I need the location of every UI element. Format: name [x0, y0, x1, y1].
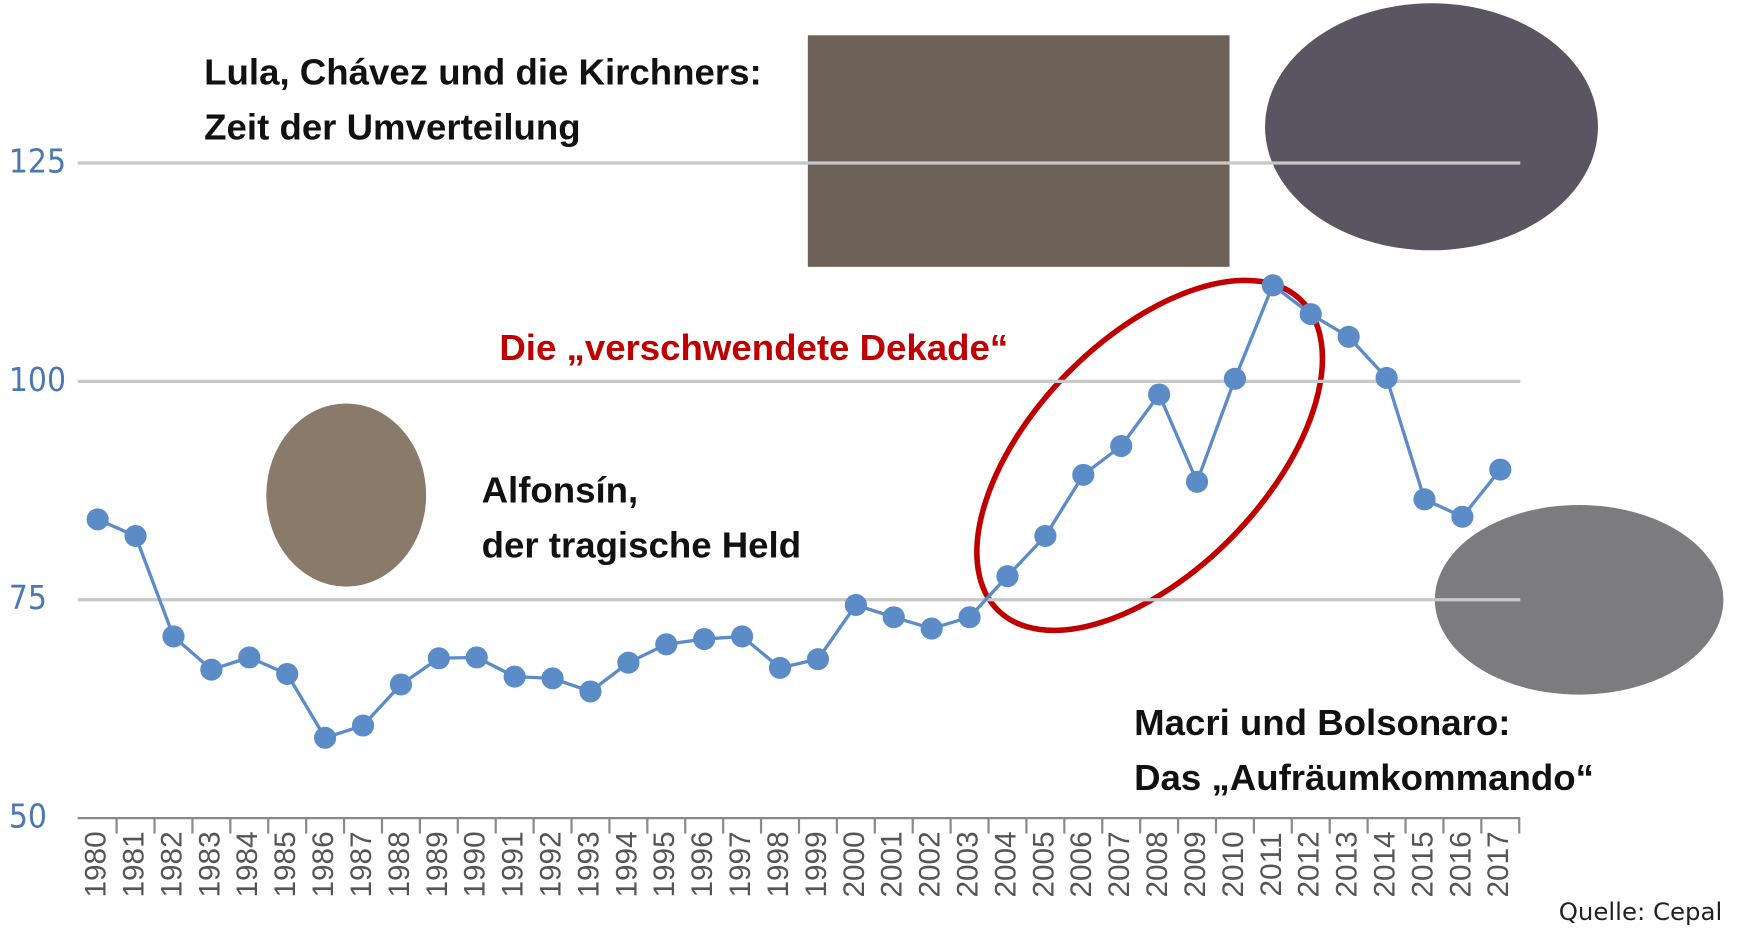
data-point: [86, 508, 109, 531]
x-tick-label: 1982: [155, 831, 188, 897]
data-point: [124, 524, 147, 548]
y-tick-label: 100: [9, 360, 66, 399]
data-point: [655, 633, 678, 656]
x-tick-label: 1999: [800, 831, 833, 897]
y-tick-label: 125: [9, 142, 66, 181]
data-point: [314, 726, 337, 749]
x-tick-label: 1998: [762, 831, 795, 897]
x-tick-label: 1987: [345, 831, 378, 897]
x-tick-label: 2008: [1141, 831, 1174, 897]
x-tick-label: 2012: [1293, 831, 1326, 897]
data-point: [162, 625, 185, 648]
x-tick-label: 1992: [534, 831, 567, 897]
data-point: [389, 673, 413, 696]
annotation: der tragische Held: [482, 525, 801, 566]
x-tick-label: 2014: [1368, 831, 1401, 897]
x-tick-label: 2006: [1065, 831, 1098, 897]
data-point: [958, 606, 981, 629]
annotation: Das „Aufräumkommando“: [1134, 757, 1594, 798]
annotation: Zeit der Umverteilung: [204, 107, 580, 148]
data-point: [1110, 434, 1133, 458]
x-tick-label: 1991: [496, 831, 529, 897]
annotation: Alfonsín,: [482, 470, 639, 511]
x-tick-label: 1993: [572, 831, 605, 897]
x-tick-label: 2010: [1217, 831, 1250, 897]
annotation: Macri und Bolsonaro:: [1134, 702, 1510, 743]
annotation: Lula, Chávez und die Kirchners:: [204, 52, 761, 93]
source-note: Quelle: Cepal: [1559, 897, 1723, 926]
data-point: [1375, 366, 1398, 389]
x-tick-label: 1981: [117, 831, 150, 897]
data-point: [844, 593, 867, 617]
data-point: [1034, 524, 1057, 548]
highlight-ellipse: [974, 277, 1326, 634]
x-tick-label: 1983: [193, 831, 226, 897]
x-tick-label: 1986: [307, 831, 340, 897]
photo-macri-bolsonaro: [1434, 504, 1724, 695]
x-tick-label: 2002: [913, 831, 946, 897]
data-point: [1261, 274, 1284, 297]
data-point: [1337, 325, 1360, 348]
data-point: [1072, 463, 1095, 486]
x-tick-label: 1994: [610, 831, 643, 897]
photo-lula-chavez-kirchner: [807, 35, 1230, 267]
data-point: [1413, 488, 1436, 511]
x-tick-label: 1995: [648, 831, 681, 897]
x-tick-label: 2005: [1027, 831, 1060, 897]
data-point: [768, 656, 792, 679]
x-tick-label: 1988: [383, 831, 416, 897]
data-point: [882, 606, 905, 629]
data-point: [806, 648, 830, 671]
x-tick-label: 1985: [269, 831, 302, 897]
data-point: [351, 714, 375, 737]
x-tick-label: 2001: [876, 831, 909, 897]
y-tick-label: 75: [9, 578, 47, 617]
data-point: [1185, 470, 1209, 493]
photo-chavez-kirchner: [1265, 3, 1598, 251]
x-tick-label: 2015: [1406, 831, 1439, 897]
x-tick-label: 2011: [1255, 832, 1288, 896]
x-tick-label: 1980: [79, 831, 112, 897]
x-tick-label: 2013: [1331, 831, 1364, 897]
x-tick-label: 2004: [989, 831, 1022, 897]
x-tick-label: 1990: [459, 831, 492, 897]
data-point: [276, 662, 299, 686]
data-point: [200, 658, 223, 681]
x-tick-label: 2000: [838, 831, 871, 897]
data-point: [1489, 458, 1512, 481]
photo-alfonsin: [266, 403, 427, 587]
data-point: [427, 647, 450, 670]
data-point: [617, 651, 640, 674]
y-tick-label: 50: [9, 797, 47, 836]
x-tick-label: 2007: [1103, 831, 1136, 897]
x-tick-label: 1984: [231, 831, 264, 897]
data-point: [238, 646, 261, 669]
data-point: [1223, 367, 1247, 390]
data-point: [996, 565, 1019, 588]
data-point: [503, 665, 526, 688]
x-tick-label: 2009: [1179, 831, 1212, 897]
data-point: [693, 628, 716, 651]
data-point: [541, 667, 564, 690]
data-point: [465, 646, 488, 669]
x-tick-label: 1996: [686, 831, 719, 897]
data-point: [1299, 303, 1322, 326]
data-point: [579, 680, 602, 703]
x-tick-label: 2016: [1444, 831, 1477, 897]
data-point: [731, 625, 754, 648]
x-tick-label: 2017: [1482, 831, 1515, 897]
data-point: [1148, 383, 1171, 406]
annotation: Die „verschwendete Dekade“: [499, 327, 1008, 368]
data-point: [920, 617, 943, 640]
x-tick-label: 2003: [951, 831, 984, 897]
x-tick-label: 1989: [421, 831, 454, 897]
data-point: [1451, 505, 1474, 528]
x-tick-label: 1997: [724, 831, 757, 897]
